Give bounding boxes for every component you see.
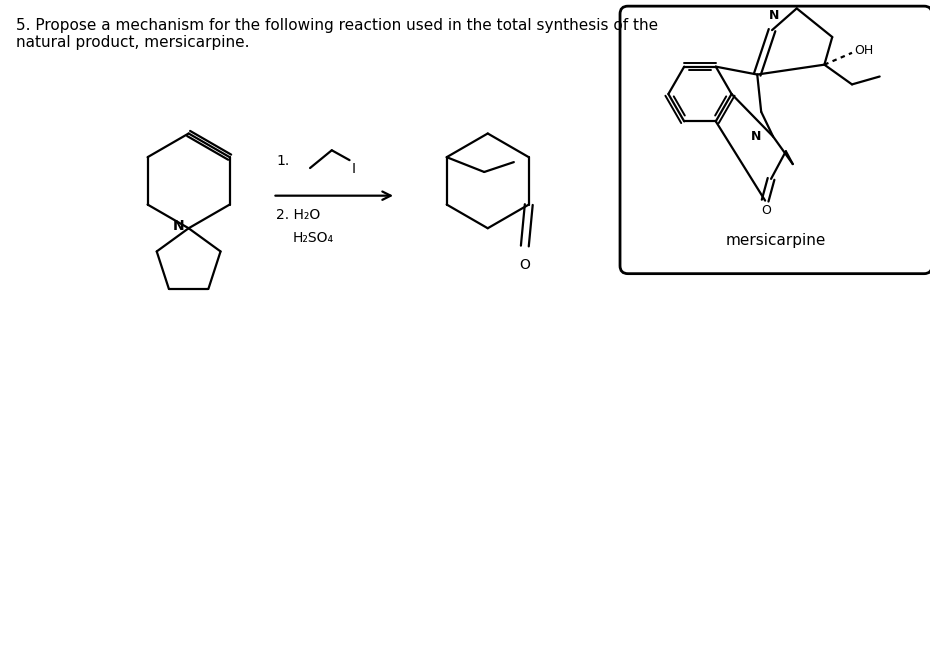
Text: N: N: [173, 219, 184, 233]
Text: O: O: [519, 258, 531, 272]
Text: mersicarpine: mersicarpine: [725, 233, 826, 248]
Text: 2. H₂O: 2. H₂O: [276, 208, 321, 221]
Text: N: N: [768, 9, 779, 22]
Text: OH: OH: [854, 44, 873, 57]
Text: N: N: [751, 130, 761, 143]
Text: 5. Propose a mechanism for the following reaction used in the total synthesis of: 5. Propose a mechanism for the following…: [16, 18, 658, 51]
Text: O: O: [761, 204, 771, 217]
FancyBboxPatch shape: [620, 6, 932, 274]
Text: I: I: [352, 162, 356, 176]
Text: H₂SO₄: H₂SO₄: [292, 231, 333, 245]
Text: 1.: 1.: [276, 154, 290, 168]
